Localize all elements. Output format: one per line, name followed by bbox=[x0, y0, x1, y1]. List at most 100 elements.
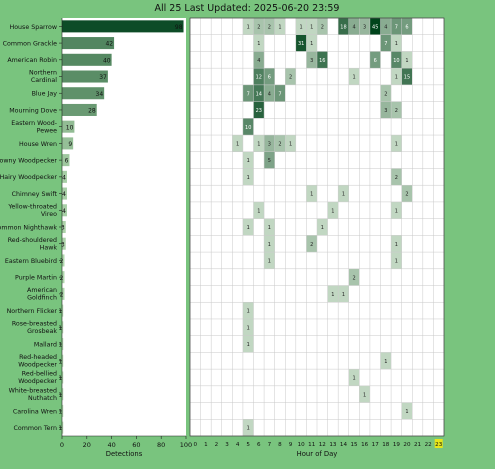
bar-common-tern bbox=[62, 421, 64, 434]
heat-cell-blue-jay-h18 bbox=[380, 84, 392, 102]
heat-cell-house-sparrow-h18 bbox=[380, 18, 392, 35]
heat-cell-blue-jay-h8 bbox=[274, 84, 286, 102]
hour-tick-label-15: 15 bbox=[350, 442, 358, 448]
hour-tick-label-9: 9 bbox=[289, 442, 293, 448]
heat-cell-eastern-wood-pewee-h5 bbox=[242, 118, 254, 136]
hour-tick-label-20: 20 bbox=[403, 442, 411, 448]
heat-cell-hairy-woodpecker-h5 bbox=[242, 168, 254, 186]
heat-cell-value-chimney-swift-h20: 2 bbox=[405, 192, 408, 198]
category-label-purple-martin: Purple Martin bbox=[15, 275, 57, 282]
bar-value-carolina-wren: 1 bbox=[58, 409, 62, 416]
heat-cell-value-house-wren-h9: 1 bbox=[289, 142, 292, 148]
heat-cell-house-sparrow-h10 bbox=[295, 18, 307, 35]
category-label-downy-woodpecker: owny Woodpecker bbox=[0, 158, 57, 165]
heat-cell-value-hairy-woodpecker-h5: 1 bbox=[247, 175, 250, 181]
category-label-hairy-woodpecker: Hairy Woodpecker bbox=[0, 174, 57, 181]
heat-cell-chimney-swift-h14 bbox=[338, 185, 349, 202]
heat-cell-chimney-swift-h20 bbox=[401, 185, 413, 202]
hour-tick-label-18: 18 bbox=[382, 442, 390, 448]
heat-cell-american-robin-h20 bbox=[401, 51, 413, 69]
heat-cell-northern-cardinal-h6 bbox=[253, 68, 265, 85]
heat-cell-purple-martin-h15 bbox=[348, 268, 360, 286]
heat-cell-value-eastern-wood-pewee-h5: 10 bbox=[245, 125, 251, 131]
heat-cell-value-purple-martin-h15: 2 bbox=[352, 275, 355, 281]
heat-cell-house-wren-h6 bbox=[253, 135, 265, 152]
bar-value-northern-cardinal: 37 bbox=[99, 74, 107, 81]
heat-cell-value-carolina-wren-h20: 1 bbox=[405, 409, 408, 415]
heat-cell-mourning-dove-h6 bbox=[253, 101, 265, 119]
heat-cell-value-house-sparrow-h19: 7 bbox=[395, 24, 398, 30]
heat-cell-downy-woodpecker-h7 bbox=[264, 151, 275, 169]
category-label-common-grackle: Common Grackle bbox=[3, 40, 58, 47]
bar-northern-flicker bbox=[62, 304, 64, 317]
bar-x-tick-label-20: 20 bbox=[83, 441, 91, 449]
bar-value-red-shouldered-hawk: 3 bbox=[61, 241, 65, 248]
heat-cell-house-sparrow-h15 bbox=[348, 18, 360, 35]
heat-cell-blue-jay-h7 bbox=[264, 84, 275, 102]
heat-cell-common-grackle-h19 bbox=[391, 34, 402, 52]
heat-cell-value-red-shouldered-hawk-h11: 2 bbox=[310, 242, 313, 248]
heat-cell-value-house-sparrow-h8: 1 bbox=[278, 24, 281, 30]
bar-rose-breasted-grosbeak bbox=[62, 321, 64, 334]
heat-cell-value-chimney-swift-h11: 1 bbox=[310, 192, 313, 198]
bar-x-tick-label-60: 60 bbox=[132, 441, 140, 449]
heat-cell-red-shouldered-hawk-h11 bbox=[306, 235, 317, 253]
heat-cell-house-sparrow-h11 bbox=[306, 18, 317, 35]
heat-cell-value-house-sparrow-h12: 2 bbox=[321, 24, 324, 30]
heat-cell-northern-cardinal-h7 bbox=[264, 68, 275, 85]
hour-tick-label-8: 8 bbox=[278, 442, 282, 448]
heat-cell-value-white-breasted-nuthatch-h16: 1 bbox=[363, 392, 366, 398]
bar-value-chimney-swift: 4 bbox=[62, 191, 66, 198]
bar-value-yellow-throated-vireo: 4 bbox=[62, 208, 66, 215]
bar-hairy-woodpecker bbox=[62, 170, 67, 183]
heat-cell-eastern-bluebird-h7 bbox=[264, 252, 275, 269]
bar-white-breasted-nuthatch bbox=[62, 388, 64, 401]
heat-cell-house-sparrow-h16 bbox=[359, 18, 370, 35]
bar-value-eastern-bluebird: 2 bbox=[60, 258, 64, 265]
heat-cell-house-sparrow-h17 bbox=[369, 18, 381, 35]
category-label-blue-jay: Blue Jay bbox=[32, 91, 58, 98]
bar-value-american-robin: 40 bbox=[103, 57, 111, 64]
current-hour-highlight bbox=[434, 439, 443, 448]
category-label-common-nighthawk: ommon Nighthawk bbox=[0, 224, 57, 231]
bar-carolina-wren bbox=[62, 404, 64, 417]
hour-tick-label-21: 21 bbox=[414, 442, 422, 448]
heat-cell-yellow-throated-vireo-h6 bbox=[253, 201, 265, 219]
category-label-yellow-throated-vireo: Yellow-throated Vireo bbox=[7, 203, 57, 217]
bar-x-tick-label-80: 80 bbox=[157, 441, 165, 449]
heat-cell-common-grackle-h11 bbox=[306, 34, 317, 52]
heat-cell-value-common-grackle-h6: 1 bbox=[257, 41, 260, 47]
heat-cell-blue-jay-h5 bbox=[242, 84, 254, 102]
bar-mallard bbox=[62, 338, 64, 351]
category-label-eastern-wood-pewee: Eastern Wood-Pewee bbox=[11, 120, 57, 134]
heat-cell-yellow-throated-vireo-h13 bbox=[327, 201, 339, 219]
heat-cell-mallard-h5 bbox=[242, 335, 254, 353]
heat-cell-house-sparrow-h6 bbox=[253, 18, 265, 35]
heat-cell-downy-woodpecker-h5 bbox=[242, 151, 254, 169]
heat-cell-value-house-sparrow-h10: 1 bbox=[300, 24, 303, 30]
heat-cell-northern-cardinal-h20 bbox=[401, 68, 413, 85]
heat-cell-common-tern-h5 bbox=[242, 419, 254, 436]
category-label-common-tern: Common Tern bbox=[14, 425, 57, 432]
heat-cell-value-blue-jay-h18: 2 bbox=[384, 91, 387, 97]
hour-tick-label-10: 10 bbox=[298, 442, 306, 448]
heat-cell-value-american-robin-h17: 6 bbox=[374, 58, 377, 64]
heat-cell-value-northern-cardinal-h7: 6 bbox=[268, 75, 271, 81]
heat-cell-value-house-sparrow-h11: 1 bbox=[310, 24, 313, 30]
bar-value-house-sparrow: 98 bbox=[175, 24, 183, 31]
heat-cell-value-red-headed-woodpecker-h18: 1 bbox=[384, 359, 387, 365]
category-label-eastern-bluebird: Eastern Bluebird bbox=[5, 258, 57, 265]
heat-cell-value-common-nighthawk-h12: 1 bbox=[321, 225, 324, 231]
hour-tick-label-11: 11 bbox=[308, 442, 316, 448]
heat-cell-value-red-bellied-woodpecker-h15: 1 bbox=[352, 376, 355, 382]
category-label-carolina-wren: Carolina Wren bbox=[13, 408, 57, 415]
hour-tick-label-23: 23 bbox=[435, 442, 443, 448]
heat-cell-value-common-grackle-h19: 1 bbox=[395, 41, 398, 47]
bar-value-hairy-woodpecker: 4 bbox=[62, 174, 66, 181]
heat-cell-value-downy-woodpecker-h7: 5 bbox=[268, 158, 271, 164]
category-label-northern-cardinal: Northern Cardinal bbox=[29, 70, 57, 84]
heat-cell-value-yellow-throated-vireo-h13: 1 bbox=[331, 208, 334, 214]
heatmap-x-axis-label: Hour of Day bbox=[297, 450, 338, 458]
heat-cell-value-house-sparrow-h7: 2 bbox=[268, 24, 271, 30]
